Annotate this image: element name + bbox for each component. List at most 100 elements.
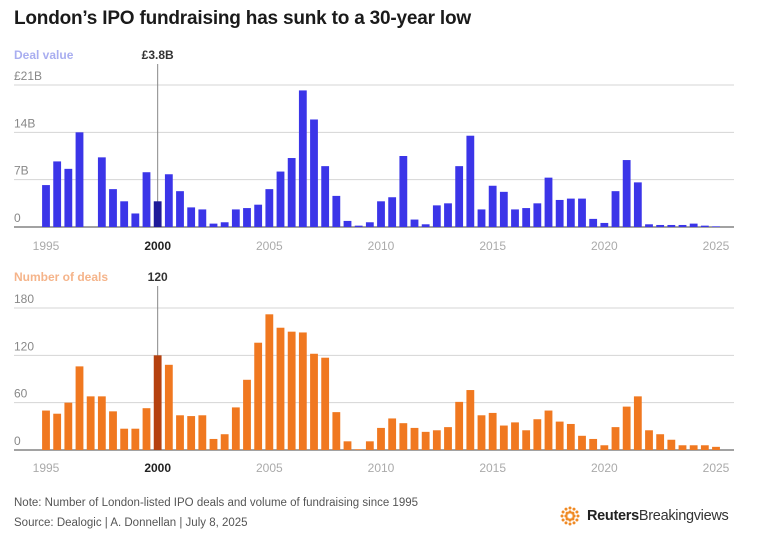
deals-bar [667,439,676,450]
y-tick-deals-2: 120 [14,339,34,353]
value-bar [377,201,385,227]
value-highlight-label: £3.8B [142,48,174,62]
value-bar [667,224,676,227]
deals-panel-title: Number of deals [14,270,108,284]
value-bar [589,218,598,227]
deals-bar [164,364,173,450]
deals-bar [421,431,430,450]
value-bar [109,189,117,227]
deals-x-tick-2: 2005 [256,461,283,475]
deals-bar [689,445,698,450]
value-bar [544,177,553,227]
value-bar [511,209,519,227]
deals-bar [633,396,642,450]
deals-bar [254,342,263,450]
deals-bar [86,396,95,450]
value-bar [343,220,352,227]
source-line: Source: Dealogic | A. Donnellan | July 8… [14,517,248,529]
logo-dot [565,511,569,515]
deals-bar [578,435,586,450]
value-bar [153,201,162,227]
value-x-tick-0: 1995 [33,239,60,253]
logo-dot [568,522,572,526]
value-bar [231,209,240,227]
value-bar [656,224,665,227]
logo-dot [564,521,568,525]
value-bar [120,201,129,227]
deals-bar [522,430,531,450]
logo-dot [572,521,576,525]
value-bar [622,160,631,227]
deals-bar [153,355,162,450]
y-tick-value-1: 7B [14,164,29,178]
logo-dot [575,518,579,522]
logo-dot [564,507,568,511]
y-tick-deals-1: 60 [14,387,28,401]
value-bar [310,119,318,227]
deals-bar [377,427,385,450]
deals-x-tick-5: 2020 [591,461,618,475]
brand-breakingviews: Breakingviews [638,508,729,524]
deals-bar [388,418,397,450]
deals-bar [75,366,84,450]
value-x-tick-5: 2020 [591,239,618,253]
value-bar [444,203,452,227]
value-bar [522,208,531,227]
deals-bar [611,427,620,450]
logo-dot [575,510,579,514]
deals-bar [142,408,151,450]
value-bar [611,191,620,227]
value-bar [421,224,430,227]
deals-bar [533,419,542,450]
deals-highlight-label: 120 [148,270,168,284]
logo-dot [576,514,580,518]
deals-bar [276,327,285,450]
deals-bar [265,314,274,450]
value-bar [220,222,229,227]
value-bar [53,161,62,227]
logo-dot [561,518,565,522]
y-tick-deals-0: 0 [14,434,21,448]
deals-bar [566,423,575,450]
deals-bar [466,390,475,450]
deals-bar [243,379,251,450]
value-bar [254,204,263,227]
deals-bar [64,402,73,450]
value-bar [455,166,464,227]
deals-bar [700,445,709,450]
value-bar [388,197,397,227]
value-bar [198,209,207,227]
deals-bar [42,410,50,450]
value-bar [332,195,341,227]
value-bar [365,222,374,227]
deals-x-tick-1: 2000 [144,461,171,475]
footnote: Note: Number of London-listed IPO deals … [14,497,419,509]
value-bar [131,213,140,227]
deals-bar [410,427,419,450]
deals-bar [231,407,240,450]
y-tick-value-2: 14B [14,116,35,130]
deals-x-tick-4: 2015 [479,461,506,475]
value-bar [276,171,285,227]
deals-bar [97,396,106,450]
value-bar [488,185,497,227]
value-bar [689,223,698,227]
value-bar [287,158,296,227]
y-tick-value-0: 0 [14,211,21,225]
logo-dot [568,518,572,522]
deals-bar [678,445,687,450]
deals-bar [444,427,452,450]
value-bar [533,203,542,227]
deals-bar [656,434,665,450]
value-bar [298,90,307,228]
deals-x-tick-0: 1995 [33,461,60,475]
deals-bar [399,423,408,450]
value-bar [700,225,709,227]
deals-bar [354,449,363,450]
deals-bar [321,357,330,450]
value-x-tick-2: 2005 [256,239,283,253]
deals-bar [589,438,598,450]
value-bar [432,205,441,227]
brand-wordmark: ReutersBreakingviews [587,508,729,524]
value-bar [243,208,251,227]
